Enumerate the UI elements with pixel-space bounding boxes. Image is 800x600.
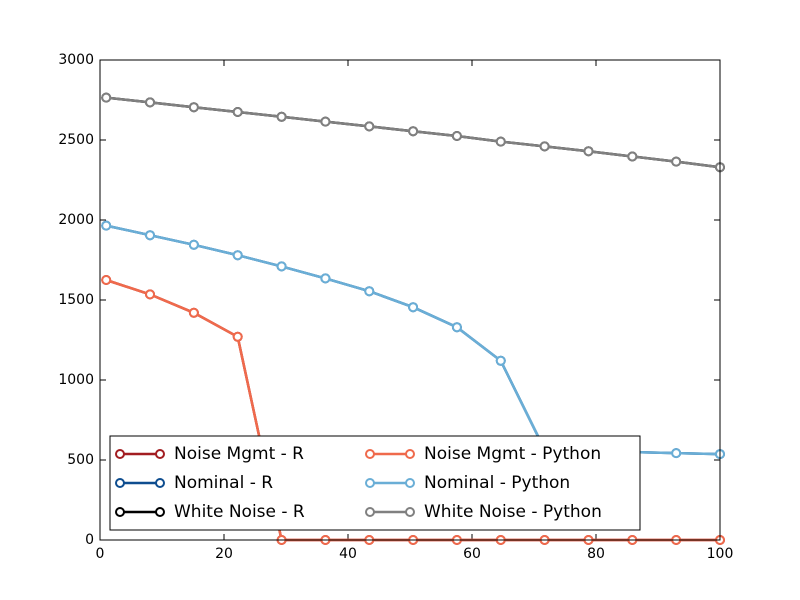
marker — [671, 156, 682, 167]
legend-marker — [155, 449, 165, 459]
x-tick-label: 80 — [587, 546, 605, 562]
marker — [495, 355, 506, 366]
legend-label: Noise Mgmt - Python — [424, 444, 601, 464]
legend-label: White Noise - R — [174, 502, 305, 522]
marker — [101, 275, 112, 285]
marker — [320, 116, 331, 127]
legend-marker — [155, 507, 165, 517]
y-tick-label: 500 — [67, 452, 94, 468]
legend-marker — [405, 449, 415, 459]
x-tick-label: 60 — [463, 546, 481, 562]
legend-label: White Noise - Python — [424, 502, 602, 522]
marker — [627, 151, 638, 162]
marker — [364, 286, 375, 297]
series-line — [105, 224, 721, 456]
plot-frame — [99, 59, 721, 541]
marker — [320, 273, 331, 284]
marker — [276, 111, 287, 122]
marker — [188, 239, 199, 250]
marker — [451, 322, 462, 333]
marker — [145, 289, 156, 300]
legend-marker — [405, 478, 415, 488]
y-tick-label: 1500 — [58, 292, 94, 308]
legend-marker — [405, 507, 415, 517]
marker — [232, 250, 243, 261]
legend-marker — [365, 449, 375, 459]
legend-marker — [155, 478, 165, 488]
legend: Noise Mgmt - R Nominal - R White Noise - R… — [109, 435, 641, 531]
y-tick-label: 1000 — [58, 372, 94, 388]
series-line — [105, 224, 721, 456]
x-tick-label: 20 — [215, 546, 233, 562]
marker — [408, 126, 419, 137]
legend-label: Nominal - R — [174, 473, 273, 493]
marker — [671, 448, 682, 459]
marker — [101, 220, 112, 231]
marker — [232, 107, 243, 117]
marker — [495, 136, 506, 147]
marker — [539, 141, 550, 152]
marker — [583, 146, 594, 157]
marker — [145, 230, 156, 241]
legend-marker — [365, 507, 375, 517]
marker — [408, 302, 419, 313]
y-tick-label: 2000 — [58, 212, 94, 228]
y-tick-label: 0 — [85, 532, 94, 548]
legend-marker — [115, 478, 125, 488]
marker — [188, 307, 199, 318]
legend-marker — [365, 478, 375, 488]
marker — [451, 131, 462, 141]
marker — [145, 97, 156, 108]
y-tick-label: 2500 — [58, 132, 94, 148]
legend-label: Nominal - Python — [424, 473, 570, 493]
marker — [188, 102, 199, 113]
x-tick-label: 0 — [96, 546, 105, 562]
x-tick-label: 100 — [707, 546, 734, 562]
legend-label: Noise Mgmt - R — [174, 444, 304, 464]
marker — [276, 261, 287, 272]
x-tick-label: 40 — [339, 546, 357, 562]
y-tick-label: 3000 — [58, 52, 94, 68]
marker — [364, 121, 375, 132]
legend-marker — [115, 449, 125, 459]
marker — [232, 331, 243, 342]
marker — [101, 92, 112, 103]
legend-marker — [115, 507, 125, 517]
